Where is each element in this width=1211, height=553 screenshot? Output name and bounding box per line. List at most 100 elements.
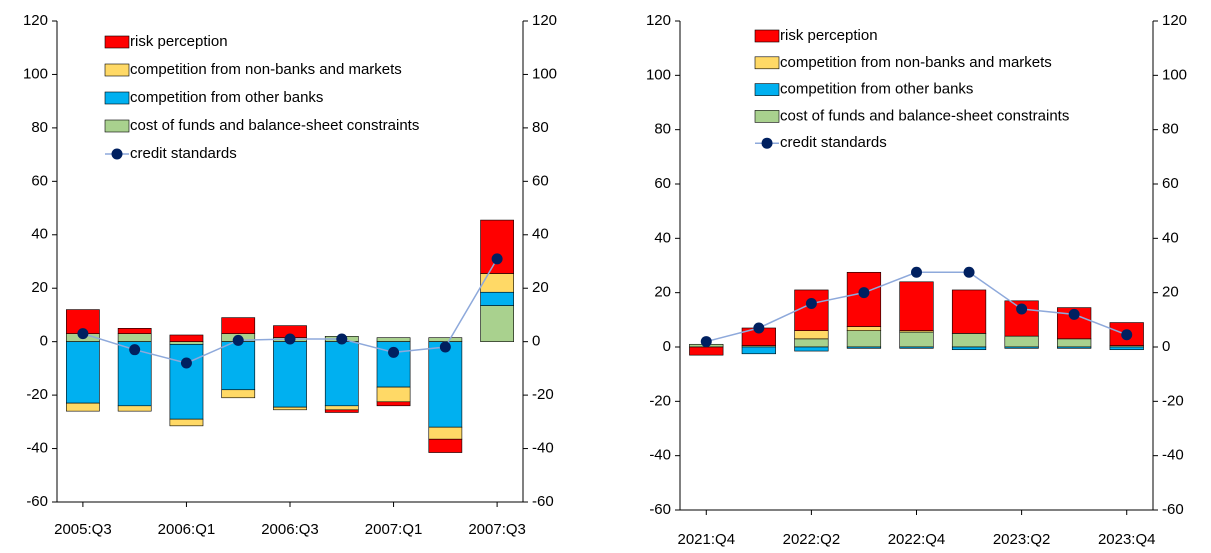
bar-segment xyxy=(689,346,724,356)
y-tick-label: 100 xyxy=(646,66,671,83)
legend-label: competition from other banks xyxy=(130,89,323,106)
bar-segment xyxy=(169,418,204,427)
bar-segment xyxy=(846,326,882,331)
y2-tick-label: 100 xyxy=(1162,66,1187,83)
x-tick-label: 2022:Q2 xyxy=(783,531,841,548)
legend-swatch xyxy=(754,83,780,96)
y-tick-label: 20 xyxy=(31,279,48,296)
x-tick-label: 2022:Q4 xyxy=(888,531,946,548)
line-marker xyxy=(963,266,975,278)
line-marker xyxy=(858,287,870,299)
legend-swatch xyxy=(104,119,130,133)
y-tick-label: -40 xyxy=(649,447,671,464)
legend-label: risk perception xyxy=(780,27,878,44)
bar-segment xyxy=(324,341,359,407)
bar-segment xyxy=(66,402,100,412)
y2-tick-label: 0 xyxy=(1162,338,1170,355)
bar-segment xyxy=(846,271,882,327)
bar-segment xyxy=(846,330,882,348)
line-marker xyxy=(1068,308,1080,320)
y-tick-label: 40 xyxy=(654,229,671,246)
bar-segment xyxy=(221,317,256,334)
x-tick-label: 2006:Q1 xyxy=(158,521,216,538)
y2-tick-label: 80 xyxy=(532,119,549,136)
bar-segment xyxy=(1004,335,1039,348)
bar-segment xyxy=(794,330,829,340)
x-tick-label: 2007:Q3 xyxy=(468,521,526,538)
bar-segment xyxy=(951,346,987,351)
legend-marker xyxy=(761,137,773,149)
bar-segment xyxy=(951,333,987,348)
bar-segment xyxy=(846,346,882,349)
y2-tick-label: 60 xyxy=(1162,175,1179,192)
legend-label: risk perception xyxy=(130,33,228,50)
legend-marker xyxy=(111,148,123,160)
y-tick-label: 100 xyxy=(23,65,48,82)
bar-segment xyxy=(273,406,307,411)
line-marker xyxy=(180,357,192,369)
legend-swatch xyxy=(754,56,780,70)
line-marker xyxy=(77,328,89,340)
x-tick-label: 2005:Q3 xyxy=(54,521,112,538)
y2-tick-label: 80 xyxy=(1162,121,1179,138)
y-tick-label: 0 xyxy=(663,338,671,355)
line-marker xyxy=(232,334,244,346)
y2-tick-label: -20 xyxy=(1162,392,1184,409)
bar-segment xyxy=(899,281,934,331)
line-marker xyxy=(388,346,400,358)
y2-tick-label: -20 xyxy=(532,386,554,403)
y-tick-label: 20 xyxy=(654,284,671,301)
bar-segment xyxy=(1109,346,1144,351)
x-tick-label: 2007:Q1 xyxy=(365,521,423,538)
bar-segment xyxy=(324,405,359,411)
bar-segment xyxy=(221,341,256,391)
y2-tick-label: -40 xyxy=(532,440,554,457)
line-marker xyxy=(336,333,348,345)
y-tick-label: 60 xyxy=(31,172,48,189)
bar-segment xyxy=(117,333,152,342)
legend-label: credit standards xyxy=(130,145,237,162)
bar-segment xyxy=(794,346,829,352)
y-tick-label: 80 xyxy=(654,121,671,138)
legend-swatch xyxy=(754,110,780,123)
bar-segment xyxy=(1004,346,1039,349)
line-marker xyxy=(805,298,817,310)
y2-tick-label: 0 xyxy=(532,333,540,350)
legend-swatch xyxy=(104,63,130,77)
line-marker xyxy=(1121,329,1133,341)
y2-tick-label: 40 xyxy=(1162,229,1179,246)
line-marker xyxy=(911,266,922,278)
bar-segment xyxy=(324,409,359,413)
legend-label: competition from other banks xyxy=(780,81,973,98)
bar-segment xyxy=(66,341,100,404)
bar-segment xyxy=(221,389,256,399)
bar-segment xyxy=(1057,338,1092,348)
y2-tick-label: 20 xyxy=(532,279,549,296)
legend-label: competition from non-banks and markets xyxy=(130,61,402,78)
y2-tick-label: 20 xyxy=(1162,284,1179,301)
y2-tick-label: 60 xyxy=(532,172,549,189)
legend-label: competition from non-banks and markets xyxy=(780,54,1052,71)
y2-tick-label: 120 xyxy=(1162,12,1187,29)
bar-segment xyxy=(899,331,934,348)
x-tick-label: 2006:Q3 xyxy=(261,521,319,538)
y-tick-label: -40 xyxy=(26,440,48,457)
bar-segment xyxy=(376,337,411,342)
y-tick-label: -20 xyxy=(26,386,48,403)
legend-label: credit standards xyxy=(780,134,887,151)
y-tick-label: 60 xyxy=(654,175,671,192)
y-tick-label: 40 xyxy=(31,226,48,243)
line-marker xyxy=(753,322,765,334)
y-tick-label: -60 xyxy=(26,493,48,510)
bar-segment xyxy=(741,346,776,355)
line-marker xyxy=(129,344,141,356)
y-tick-label: 120 xyxy=(23,12,48,29)
y2-tick-label: -60 xyxy=(532,493,554,510)
legend-swatch xyxy=(104,35,130,49)
bar-segment xyxy=(376,386,411,403)
line-marker xyxy=(700,336,712,348)
bar-segment xyxy=(376,401,411,407)
bar-segment xyxy=(951,289,987,334)
bar-segment xyxy=(1057,346,1092,349)
bar-segment xyxy=(480,219,514,274)
